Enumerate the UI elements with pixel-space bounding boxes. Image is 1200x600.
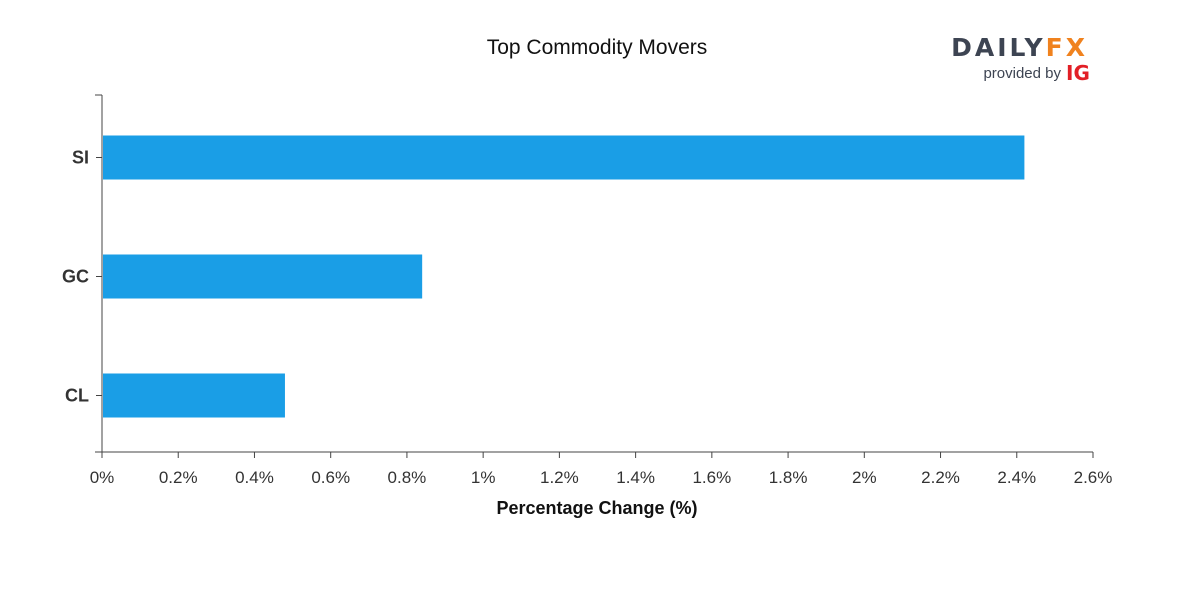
x-tick-label: 1% (471, 468, 496, 487)
chart-title: Top Commodity Movers (487, 36, 708, 59)
x-tick-label: 0.6% (311, 468, 350, 487)
x-tick-label: 0.8% (388, 468, 427, 487)
x-ticks-group: 0% 0.2% 0.4% 0.6% 0.8% 1% 1.2% 1.4% 1.6% 1.8% 2% 2.… (90, 452, 1113, 487)
x-axis-title: Percentage Change (%) (496, 498, 697, 518)
x-tick-label: 0.2% (159, 468, 198, 487)
logo-ig: IG (1066, 61, 1090, 85)
x-tick-label: 2% (852, 468, 877, 487)
logo-daily: DAILY (951, 33, 1046, 62)
bar-cl (103, 373, 285, 418)
x-tick-label: 1.2% (540, 468, 579, 487)
plot-area: SI GC CL 0% 0.2% 0.4% 0.6% 0.8% 1% 1.2% 1.4% 1.6% 1… (62, 94, 1113, 487)
x-tick-label: 0% (90, 468, 115, 487)
category-label-cl: CL (65, 386, 89, 406)
bar-si (103, 135, 1025, 180)
category-label-gc: GC (62, 267, 89, 287)
logo-fx: FX (1046, 33, 1088, 62)
dailyfx-logo: DAILYFX provided by IG (951, 33, 1090, 85)
category-label-si: SI (72, 148, 89, 168)
x-tick-label: 2.4% (997, 468, 1036, 487)
x-tick-label: 2.2% (921, 468, 960, 487)
x-tick-label: 2.6% (1074, 468, 1113, 487)
bars-group: SI GC CL (62, 135, 1025, 418)
logo-provided-by: provided by (983, 65, 1061, 82)
x-tick-label: 1.4% (616, 468, 655, 487)
x-tick-label: 1.8% (769, 468, 808, 487)
bar-gc (103, 254, 423, 299)
logo-wordmark: DAILYFX (951, 33, 1088, 62)
x-tick-label: 0.4% (235, 468, 274, 487)
x-tick-label: 1.6% (692, 468, 731, 487)
